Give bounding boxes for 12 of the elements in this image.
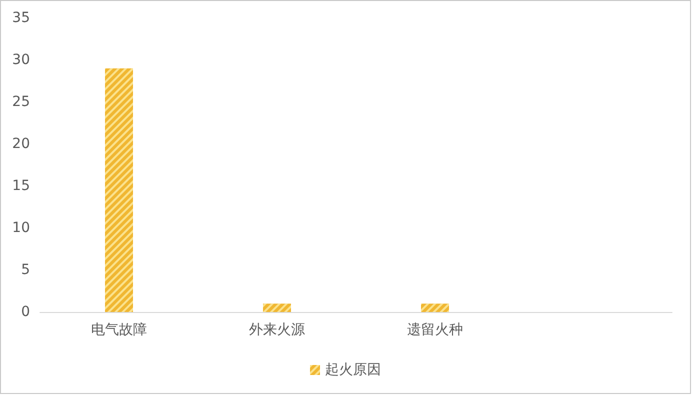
x-tick-label: 遗留火种 xyxy=(407,322,463,338)
y-tick-label: 35 xyxy=(12,10,30,26)
y-tick-label: 0 xyxy=(21,304,30,320)
x-tick-label: 电气故障 xyxy=(91,322,147,338)
y-tick-label: 5 xyxy=(21,262,30,278)
x-tick-label: 外来火源 xyxy=(249,322,305,338)
y-tick-label: 15 xyxy=(12,178,30,194)
y-tick-label: 20 xyxy=(12,136,30,152)
y-tick-label: 10 xyxy=(12,220,30,236)
y-tick-label: 30 xyxy=(12,52,30,68)
y-tick-label: 25 xyxy=(12,94,30,110)
legend-label: 起火原因 xyxy=(325,362,381,378)
